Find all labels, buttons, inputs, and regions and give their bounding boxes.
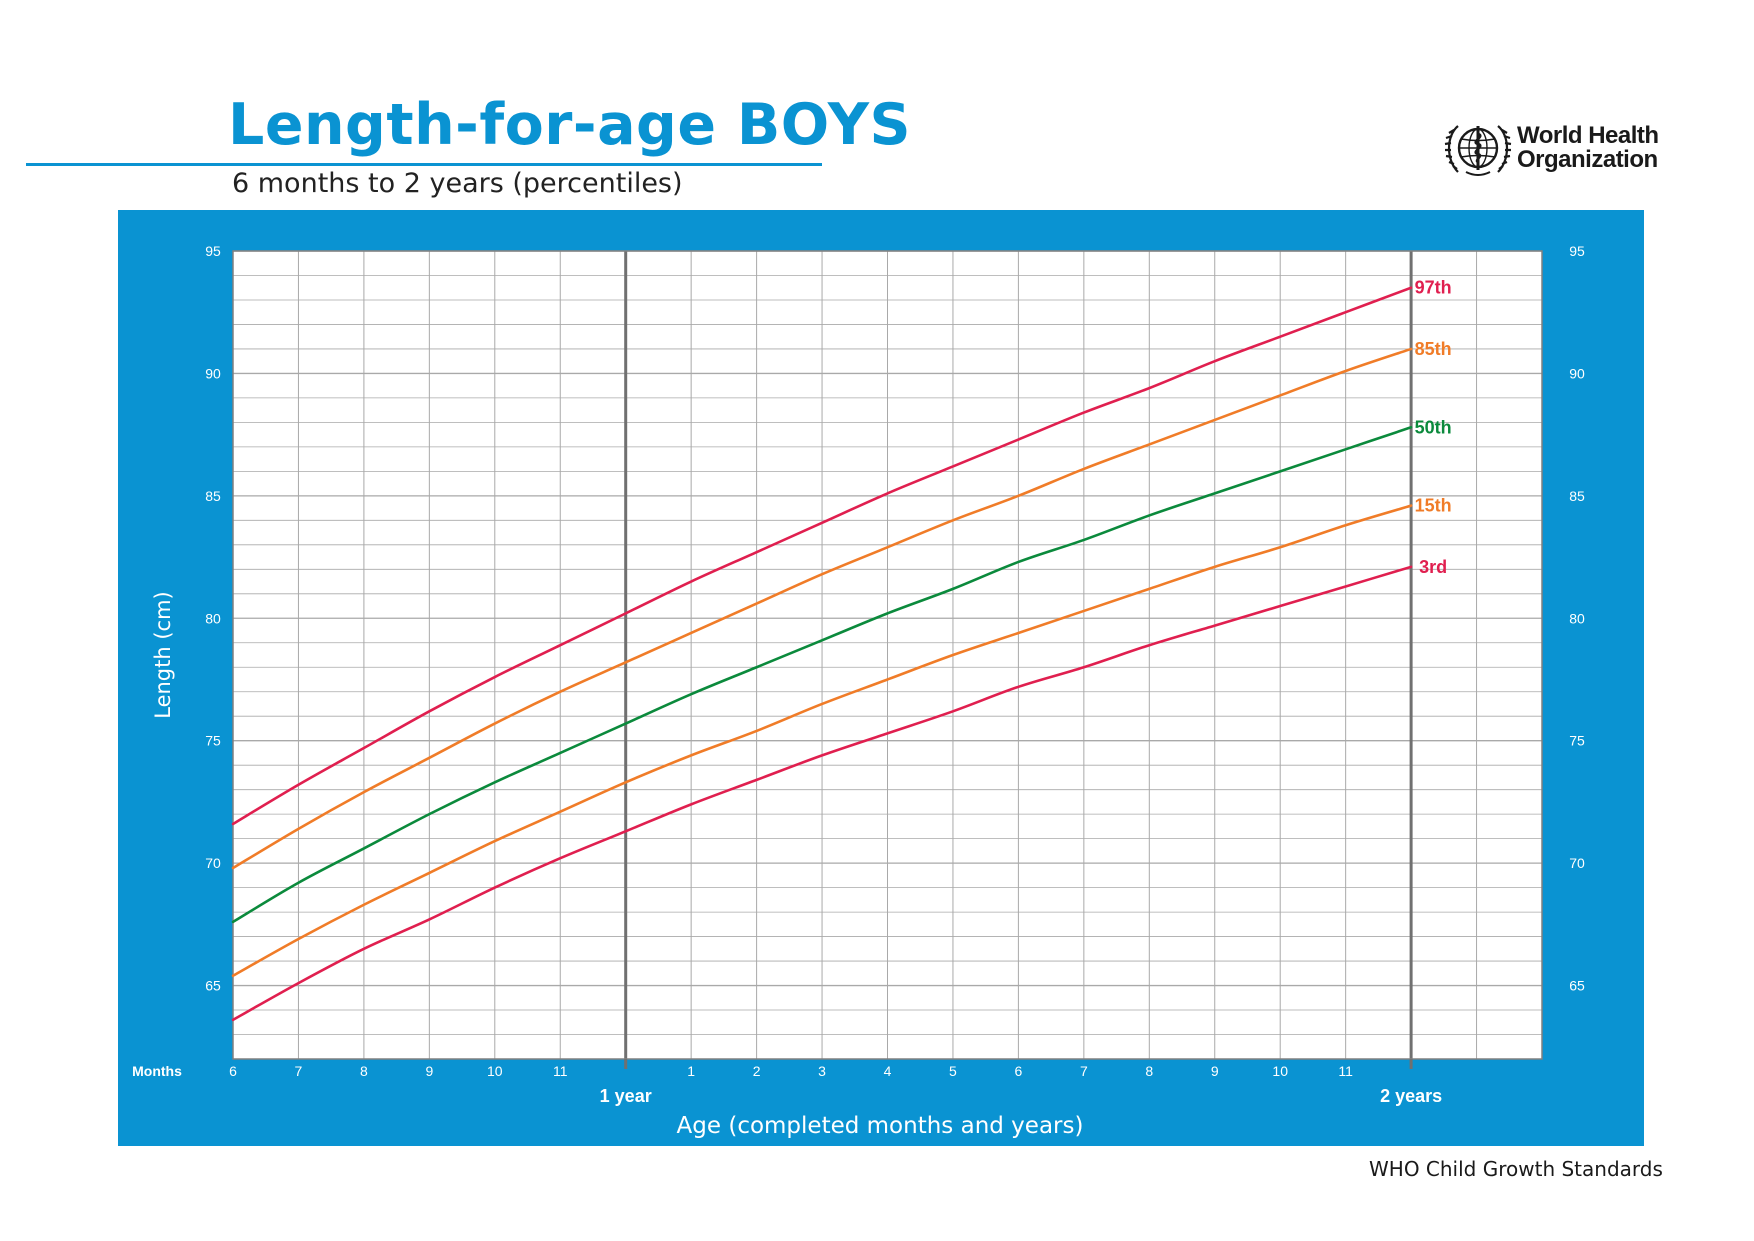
y-tick-label-right: 65 — [1569, 978, 1585, 994]
plot-border — [232, 250, 1543, 1060]
percentile-curves — [231, 286, 1413, 1022]
curve-label-15th: 15th — [1415, 496, 1452, 516]
y-tick-label-left: 65 — [205, 978, 221, 994]
curve-label-50th: 50th — [1415, 417, 1452, 437]
y-tick-label-left: 95 — [205, 243, 221, 259]
x-tick-label: 5 — [949, 1063, 957, 1079]
x-tick-label: 7 — [295, 1063, 303, 1079]
y-tick-label-left: 80 — [205, 610, 221, 626]
curve-15th — [231, 504, 1413, 978]
year-label: 2 years — [1380, 1086, 1442, 1106]
y-tick-label-left: 90 — [205, 365, 221, 381]
x-tick-label: 6 — [229, 1063, 237, 1079]
y-tick-label-right: 90 — [1569, 365, 1585, 381]
x-tick-label: 10 — [487, 1063, 503, 1079]
y-tick-label-right: 85 — [1569, 488, 1585, 504]
x-axis-title: Age (completed months and years) — [677, 1113, 1084, 1139]
y-tick-label-left: 75 — [205, 733, 221, 749]
x-tick-label: 11 — [1338, 1063, 1353, 1079]
who-globe-icon — [1444, 125, 1512, 176]
curve-label-85th: 85th — [1415, 339, 1452, 359]
x-tick-label: 1 — [687, 1063, 695, 1079]
title-underline — [26, 163, 822, 166]
curve-97th — [231, 286, 1413, 826]
x-axis-months-label: Months — [132, 1063, 182, 1079]
curve-3rd — [231, 565, 1413, 1022]
y-tick-label-right: 80 — [1569, 610, 1585, 626]
x-tick-label: 4 — [884, 1063, 892, 1079]
y-tick-label-right: 75 — [1569, 733, 1585, 749]
curve-label-97th: 97th — [1415, 278, 1452, 298]
x-tick-label: 10 — [1272, 1063, 1288, 1079]
x-tick-label: 2 — [753, 1063, 761, 1079]
y-tick-label-right: 70 — [1569, 855, 1585, 871]
x-tick-label: 8 — [1145, 1063, 1153, 1079]
year-label: 1 year — [600, 1086, 652, 1106]
curve-85th — [231, 347, 1413, 870]
y-tick-label-right: 95 — [1569, 243, 1585, 259]
x-tick-label: 7 — [1080, 1063, 1088, 1079]
x-tick-label: 9 — [425, 1063, 433, 1079]
x-tick-label: 3 — [818, 1063, 826, 1079]
grid-lines — [232, 250, 1543, 1069]
curve-label-3rd: 3rd — [1419, 557, 1447, 577]
page-subtitle: 6 months to 2 years (percentiles) — [232, 168, 683, 199]
y-axis-title: Length (cm) — [151, 591, 175, 719]
x-tick-label: 11 — [553, 1063, 568, 1079]
curve-50th — [231, 425, 1413, 924]
y-tick-label-left: 70 — [205, 855, 221, 871]
org-name: World Health Organization — [1517, 124, 1659, 172]
y-tick-label-left: 85 — [205, 488, 221, 504]
org-name-line2: Organization — [1517, 146, 1658, 173]
x-tick-label: 8 — [360, 1063, 368, 1079]
page-title: Length-for-age BOYS — [228, 92, 912, 158]
x-tick-label: 6 — [1015, 1063, 1023, 1079]
footer-credit: WHO Child Growth Standards — [1369, 1157, 1663, 1181]
org-name-line1: World Health — [1517, 122, 1659, 149]
x-tick-label: 9 — [1211, 1063, 1219, 1079]
